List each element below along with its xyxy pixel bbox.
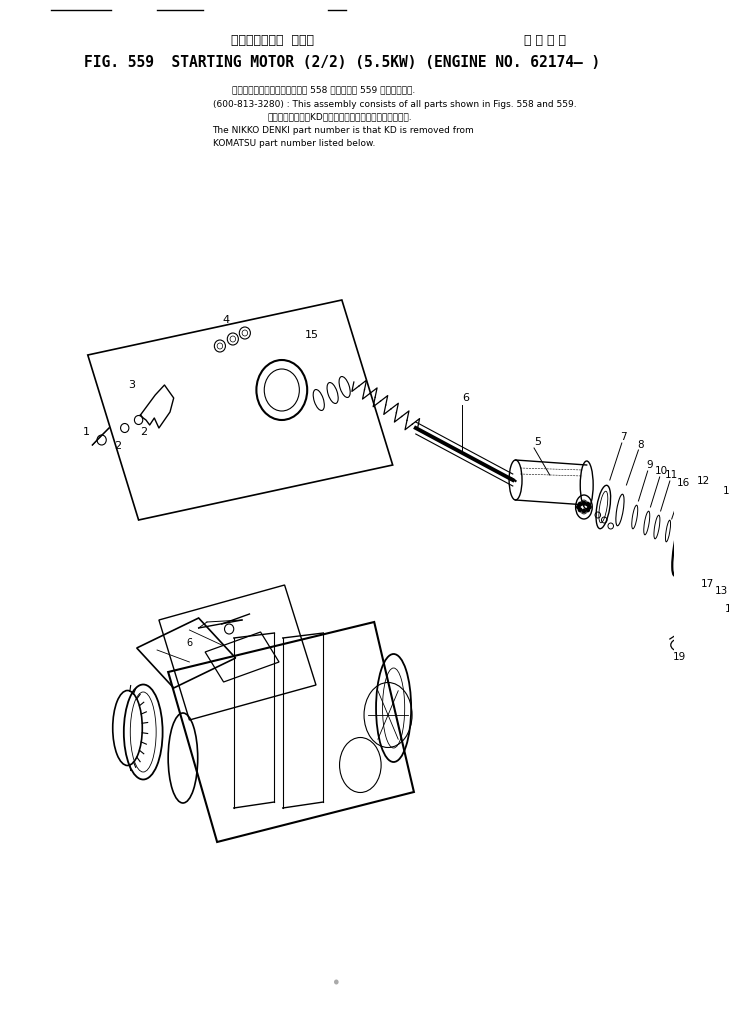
Text: 18: 18 <box>722 486 729 496</box>
Text: スターティング  モータ: スターティング モータ <box>231 33 314 47</box>
Circle shape <box>582 501 585 504</box>
Text: 7: 7 <box>620 432 627 442</box>
Text: 9: 9 <box>646 460 653 470</box>
Circle shape <box>586 509 590 512</box>
Text: 4: 4 <box>223 315 230 325</box>
Text: 10: 10 <box>655 466 668 476</box>
Text: 品番のメーカ記号KDを除いたものが日卐電機の品番です.: 品番のメーカ記号KDを除いたものが日卐電機の品番です. <box>268 112 413 122</box>
Text: 3: 3 <box>128 380 136 390</box>
Text: このアセンブリの構成部品は第 558 図および第 559 図を含みます.: このアセンブリの構成部品は第 558 図および第 559 図を含みます. <box>232 85 415 94</box>
Text: 11: 11 <box>665 470 678 480</box>
Text: 15: 15 <box>305 330 319 340</box>
Text: 2: 2 <box>114 441 121 451</box>
Text: 6: 6 <box>462 393 469 403</box>
Text: 13: 13 <box>715 586 728 596</box>
Circle shape <box>586 502 590 505</box>
Text: 17: 17 <box>701 579 714 589</box>
Text: (600-813-3280) : This assembly consists of all parts shown in Figs. 558 and 559.: (600-813-3280) : This assembly consists … <box>213 99 576 108</box>
Text: The NIKKO DENKI part number is that KD is removed from: The NIKKO DENKI part number is that KD i… <box>213 126 475 135</box>
Circle shape <box>334 980 339 985</box>
Text: KOMATSU part number listed below.: KOMATSU part number listed below. <box>213 139 375 148</box>
Text: 19: 19 <box>672 652 686 663</box>
Circle shape <box>578 509 582 512</box>
Text: 5: 5 <box>534 437 541 447</box>
Text: 8: 8 <box>637 440 644 450</box>
Text: FIG. 559  STARTING MOTOR (2/2) (5.5KW) (ENGINE NO. 62174– ): FIG. 559 STARTING MOTOR (2/2) (5.5KW) (E… <box>84 55 600 70</box>
Text: 6: 6 <box>187 638 192 648</box>
Circle shape <box>582 510 585 513</box>
Text: 適 用 号 機: 適 用 号 機 <box>524 33 566 47</box>
Circle shape <box>588 505 591 509</box>
Text: 14: 14 <box>725 604 729 614</box>
Circle shape <box>577 505 580 509</box>
Text: 2: 2 <box>140 427 147 437</box>
Text: 12: 12 <box>696 476 710 486</box>
Text: 1: 1 <box>82 427 90 437</box>
Text: 16: 16 <box>677 478 690 488</box>
Circle shape <box>578 502 582 505</box>
